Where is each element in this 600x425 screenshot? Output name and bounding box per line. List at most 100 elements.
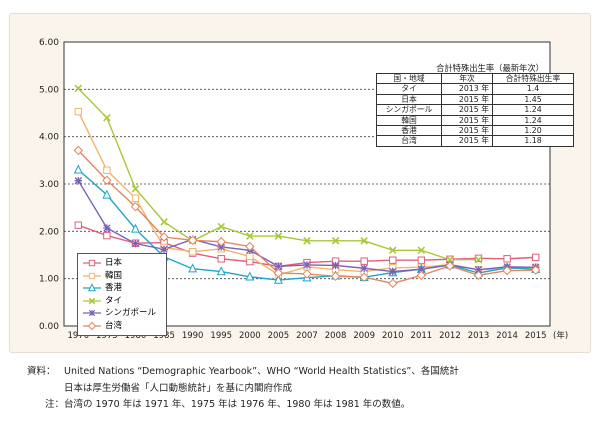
data-point bbox=[532, 253, 540, 262]
data-point bbox=[74, 176, 82, 185]
x-tick-label: 1990 bbox=[182, 331, 204, 341]
data-point bbox=[360, 264, 368, 272]
chart-panel: 0.00 1.00 2.00 3.00 4.00 5.00 6.00 1970 1975 1980… bbox=[9, 13, 591, 353]
legend-item: 日本 bbox=[82, 257, 162, 270]
source-notes: 資料： United Nations “Demographic Yearbook… bbox=[27, 364, 459, 414]
note-text: 台湾の 1970 年は 1971 年、1975 年は 1976 年、1980 年… bbox=[64, 399, 411, 410]
x-tick-label: 1980 bbox=[125, 331, 147, 341]
data-point bbox=[245, 271, 255, 281]
data-point bbox=[246, 252, 254, 261]
table-cell: 1.4 bbox=[492, 83, 574, 95]
table-cell: 1.45 bbox=[492, 93, 574, 106]
data-point bbox=[216, 237, 226, 247]
table-row: タイ 2013 年 1.4 bbox=[376, 83, 574, 95]
data-point bbox=[103, 231, 111, 240]
legend-item: 台湾 bbox=[82, 320, 162, 333]
data-point bbox=[473, 270, 484, 281]
data-point bbox=[273, 268, 284, 278]
data-point bbox=[274, 262, 283, 271]
x-tick-label: 2005 bbox=[268, 331, 290, 341]
data-point bbox=[74, 107, 82, 116]
data-point bbox=[74, 84, 83, 93]
table-cell: 1.24 bbox=[492, 104, 574, 116]
data-point bbox=[274, 232, 283, 240]
data-point bbox=[417, 256, 426, 264]
data-point bbox=[359, 272, 369, 282]
data-point bbox=[74, 221, 82, 229]
data-point bbox=[131, 184, 140, 193]
data-point bbox=[159, 232, 169, 242]
data-point bbox=[187, 235, 198, 246]
data-point bbox=[474, 254, 483, 263]
data-point bbox=[102, 175, 112, 185]
legend-item: 韓国 bbox=[82, 270, 162, 283]
chart-legend: 日本韓国 香港タイシンガポール台湾 bbox=[77, 253, 167, 336]
data-point bbox=[131, 239, 140, 248]
table-cell: 2015 年 bbox=[441, 93, 493, 106]
data-point bbox=[388, 246, 397, 255]
legend-label: 香港 bbox=[105, 283, 123, 293]
table-row: 香港 2015 年 1.20 bbox=[376, 125, 574, 137]
table-cell: 1.18 bbox=[492, 135, 574, 147]
legend-label: タイ bbox=[105, 295, 123, 306]
table-header-cell: 合計特殊出生率 bbox=[492, 72, 574, 85]
table-cell: 2015 年 bbox=[441, 135, 493, 147]
x-tick-label: 2013 bbox=[468, 331, 490, 341]
x-tick-label: 2011 bbox=[411, 331, 433, 341]
legend-item: シンガポール bbox=[82, 307, 162, 320]
data-point bbox=[217, 243, 225, 251]
table-cell: 2015 年 bbox=[441, 104, 493, 116]
x-tick-label: 2007 bbox=[296, 331, 318, 341]
legend-item: 香港 bbox=[82, 282, 162, 295]
legend-swatch bbox=[83, 283, 101, 292]
data-point bbox=[389, 256, 397, 264]
data-point bbox=[73, 145, 84, 156]
data-point bbox=[217, 255, 225, 263]
data-point bbox=[303, 237, 311, 245]
x-tick-label: 2008 bbox=[325, 331, 347, 341]
data-point bbox=[474, 265, 483, 274]
note-label: 注： bbox=[44, 399, 64, 410]
legend-swatch bbox=[83, 321, 101, 330]
legend-label: シンガポール bbox=[105, 308, 157, 318]
legend-label: 日本 bbox=[105, 258, 123, 268]
data-point bbox=[503, 255, 511, 263]
data-point bbox=[360, 237, 368, 245]
data-point bbox=[217, 222, 226, 231]
data-point bbox=[303, 261, 311, 269]
data-point bbox=[130, 202, 141, 212]
legend-swatch bbox=[83, 297, 101, 304]
table-cell: 香港 bbox=[376, 125, 442, 137]
legend-swatch bbox=[83, 272, 101, 279]
table-title: 合計特殊出生率（最新年次） bbox=[436, 63, 544, 73]
x-tick-label: 2010 bbox=[382, 331, 404, 341]
source-label: 資料： bbox=[27, 366, 56, 377]
x-axis-unit: (年) bbox=[553, 330, 568, 341]
x-tick-label: 1975 bbox=[96, 331, 118, 341]
table-cell: タイ bbox=[376, 83, 442, 95]
y-tick-label: 3.00 bbox=[39, 180, 59, 190]
legend-item: タイ bbox=[82, 295, 162, 308]
data-point bbox=[103, 224, 111, 232]
data-point bbox=[389, 267, 397, 276]
table-cell: 韓国 bbox=[376, 114, 442, 127]
data-point bbox=[331, 261, 340, 270]
data-point bbox=[130, 223, 140, 233]
data-point bbox=[188, 247, 197, 256]
x-tick-label: 2009 bbox=[353, 331, 375, 341]
table-header-cell: 年次 bbox=[441, 72, 493, 85]
x-tick-label: 2000 bbox=[239, 331, 261, 341]
table-cell: 1.24 bbox=[492, 114, 574, 127]
table-cell: シンガポール bbox=[376, 104, 442, 116]
data-point bbox=[331, 237, 340, 245]
legend-swatch bbox=[83, 310, 101, 317]
source-text: United Nations “Demographic Yearbook”、WH… bbox=[64, 366, 459, 377]
data-point bbox=[416, 270, 427, 281]
data-point bbox=[273, 274, 283, 284]
x-tick-label: 1995 bbox=[210, 331, 232, 341]
data-point bbox=[216, 266, 226, 276]
x-tick-label: 1970 bbox=[67, 331, 89, 341]
data-point bbox=[388, 278, 398, 289]
data-point bbox=[474, 255, 483, 264]
table-cell: 日本 bbox=[376, 93, 442, 106]
